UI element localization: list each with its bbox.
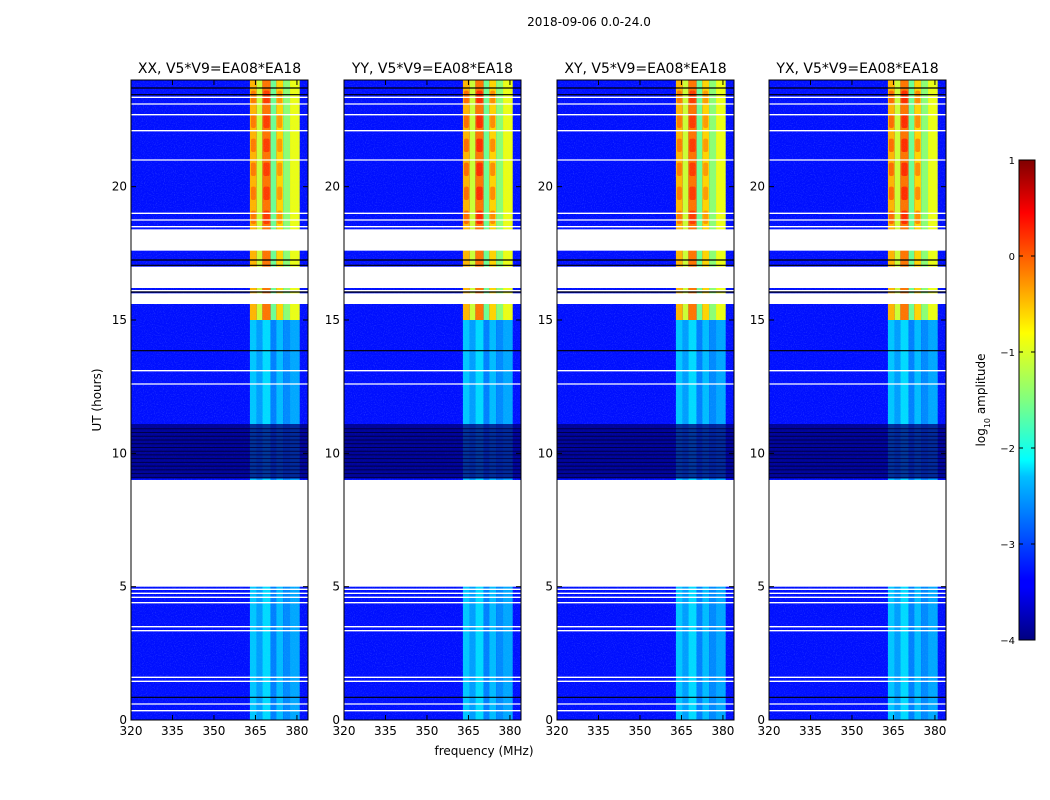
y-axis-label: UT (hours)	[90, 368, 104, 431]
x-tick-label: 350	[841, 724, 864, 738]
colorbar-tick-label: −3	[1000, 540, 1015, 551]
panel-title: XX, V5*V9=EA08*EA18	[138, 61, 301, 77]
y-tick-label: 20	[112, 180, 127, 194]
heatmap-flagged-region	[131, 293, 308, 304]
panel-title: YX, V5*V9=EA08*EA18	[775, 61, 938, 77]
heatmap-flagged-region	[131, 266, 308, 288]
y-tick-label: 5	[545, 580, 553, 594]
x-tick-label: 380	[923, 724, 946, 738]
panel-frame	[768, 79, 947, 721]
panel-frame	[343, 79, 522, 721]
y-tick-label: 15	[112, 313, 127, 327]
heatmap-flagged-region	[344, 293, 521, 304]
heatmap-flagged-region	[344, 480, 521, 587]
y-tick-label: 15	[325, 313, 340, 327]
heatmap-flagged-region	[131, 229, 308, 251]
x-tick-label: 350	[416, 724, 439, 738]
colorbar-tick-label: −2	[1000, 444, 1015, 455]
x-tick-label: 335	[587, 724, 610, 738]
colorbar: 1 0 −1 −2 −3 −4 log10 amplitude	[974, 156, 1036, 647]
panel-frame	[556, 79, 735, 721]
y-tick-label: 0	[332, 713, 340, 727]
x-tick-label: 335	[374, 724, 397, 738]
panel-title: XY, V5*V9=EA08*EA18	[564, 61, 726, 77]
x-tick-label: 320	[546, 724, 569, 738]
colorbar-tick-label: −1	[1000, 348, 1015, 359]
heatmap-flagged-region	[557, 293, 734, 304]
y-tick-label: 20	[325, 180, 340, 194]
y-tick-label: 15	[750, 313, 765, 327]
x-axis-label: frequency (MHz)	[434, 744, 533, 758]
heatmap-flagged-region	[557, 480, 734, 587]
heatmap-flagged-region	[344, 266, 521, 288]
heatmap-flagged-region	[557, 266, 734, 288]
heatmap-flagged-region	[769, 229, 946, 251]
colorbar-tick-label: 1	[1009, 156, 1015, 167]
heatmap-panel: XY, V5*V9=EA08*EA18 320 335 350 365 380 0 5 10 15…	[538, 61, 735, 738]
figure-suptitle: 2018-09-06 0.0-24.0	[527, 15, 651, 29]
y-tick-label: 0	[119, 713, 127, 727]
x-tick-label: 335	[799, 724, 822, 738]
x-tick-label: 320	[120, 724, 143, 738]
panel-frame	[130, 79, 309, 721]
colorbar-gradient	[1018, 159, 1036, 641]
x-tick-label: 350	[629, 724, 652, 738]
heatmap-noise	[675, 80, 726, 720]
heatmap-noise	[887, 80, 938, 720]
y-tick-label: 5	[332, 580, 340, 594]
y-tick-label: 0	[545, 713, 553, 727]
colorbar-label: log10 amplitude	[974, 354, 992, 447]
heatmap-flagged-region	[131, 480, 308, 587]
y-tick-label: 10	[325, 446, 340, 460]
x-tick-label: 365	[457, 724, 480, 738]
colorbar-tick-label: 0	[1009, 252, 1015, 263]
y-tick-label: 0	[757, 713, 765, 727]
x-tick-label: 365	[670, 724, 693, 738]
heatmap-flagged-region	[769, 480, 946, 587]
heatmap-panel: YX, V5*V9=EA08*EA18 320 335 350 365 380 0 5 10 15…	[750, 61, 947, 738]
heatmap-flagged-region	[769, 293, 946, 304]
heatmap-noise	[462, 80, 513, 720]
heatmap-flagged-region	[769, 266, 946, 288]
heatmap-noise	[249, 80, 300, 720]
y-tick-label: 20	[750, 180, 765, 194]
x-tick-label: 365	[882, 724, 905, 738]
y-tick-label: 20	[538, 180, 553, 194]
y-tick-label: 10	[750, 446, 765, 460]
panel-title: YY, V5*V9=EA08*EA18	[351, 61, 513, 77]
heatmap-flagged-region	[557, 229, 734, 251]
x-tick-label: 380	[711, 724, 734, 738]
x-tick-label: 350	[203, 724, 226, 738]
y-tick-label: 5	[757, 580, 765, 594]
x-tick-label: 335	[161, 724, 184, 738]
x-tick-label: 320	[758, 724, 781, 738]
y-tick-label: 10	[112, 446, 127, 460]
heatmap-panel: YY, V5*V9=EA08*EA18 320 335 350 365 380 0 5 10 15…	[325, 61, 522, 738]
y-tick-label: 5	[119, 580, 127, 594]
y-tick-label: 10	[538, 446, 553, 460]
x-tick-label: 380	[285, 724, 308, 738]
heatmap-flagged-region	[344, 229, 521, 251]
colorbar-tick-label: −4	[1000, 636, 1015, 647]
x-tick-label: 320	[333, 724, 356, 738]
x-tick-label: 365	[244, 724, 267, 738]
x-tick-label: 380	[498, 724, 521, 738]
heatmap-panel: XX, V5*V9=EA08*EA18 320 335 350 365 380 0 5 10 15…	[112, 61, 309, 738]
y-tick-label: 15	[538, 313, 553, 327]
